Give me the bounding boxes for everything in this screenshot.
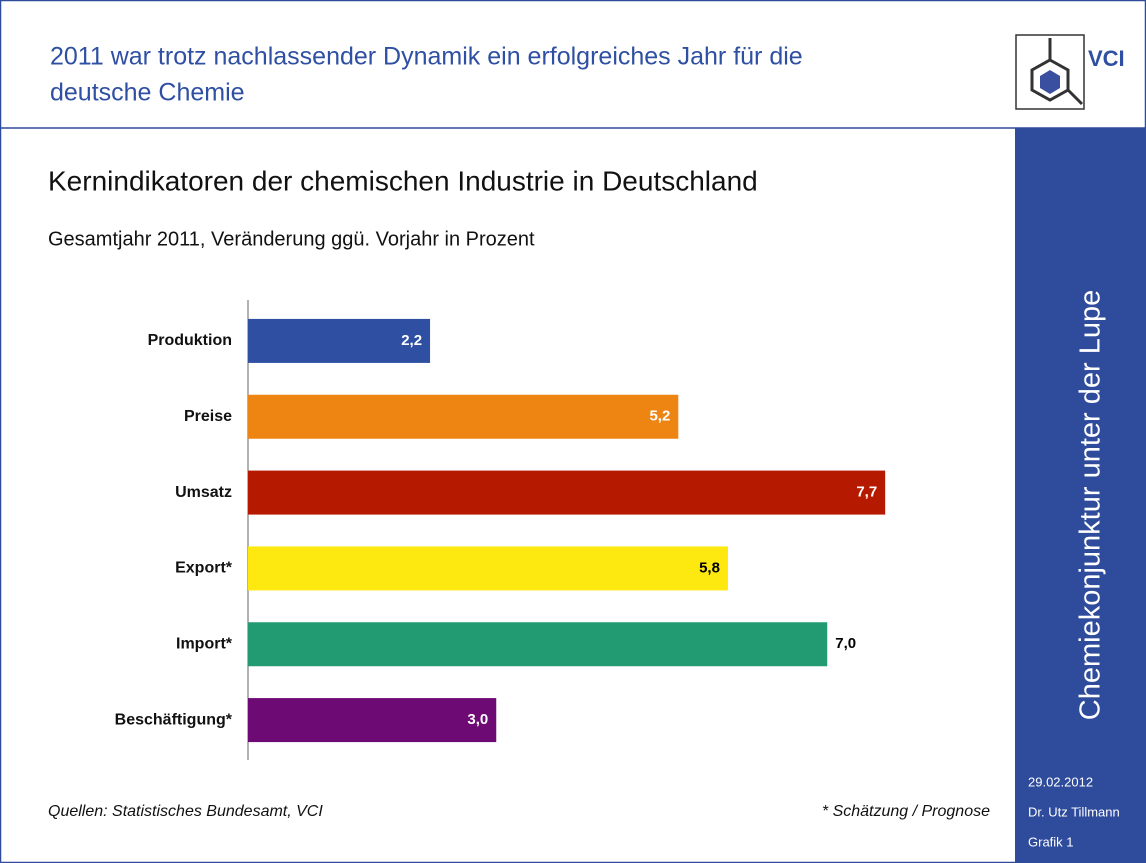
- value-label: 7,7: [856, 484, 877, 501]
- bar: [248, 470, 886, 515]
- bar: [248, 698, 497, 743]
- value-label: 5,8: [699, 559, 720, 576]
- bar: [248, 394, 679, 439]
- sidebar-date: 29.02.2012: [1028, 774, 1093, 789]
- sidebar-title: Chemiekonjunktur unter der Lupe: [1075, 290, 1107, 720]
- value-label: 3,0: [467, 711, 488, 728]
- value-label: 2,2: [401, 332, 422, 349]
- category-label: Export*: [175, 560, 233, 577]
- logo-text: VCI: [1088, 46, 1125, 71]
- category-label: Preise: [184, 408, 232, 425]
- category-label: Umsatz: [175, 484, 232, 501]
- chart-title: Kernindikatoren der chemischen Industrie…: [48, 165, 758, 196]
- footer-source: Quellen: Statistisches Bundesamt, VCI: [48, 803, 323, 820]
- header-title: 2011 war trotz nachlassender Dynamik ein…: [50, 43, 803, 71]
- logo-stroke: [1066, 88, 1084, 106]
- chart-subtitle: Gesamtjahr 2011, Veränderung ggü. Vorjah…: [48, 228, 535, 250]
- sidebar: [1015, 128, 1146, 863]
- value-label: 7,0: [835, 635, 856, 652]
- value-label: 5,2: [649, 408, 670, 425]
- bar: [248, 318, 431, 363]
- header-title: deutsche Chemie: [50, 79, 245, 107]
- category-label: Produktion: [148, 332, 232, 349]
- sidebar-author: Dr. Utz Tillmann: [1028, 804, 1120, 819]
- footer-note: * Schätzung / Prognose: [822, 803, 990, 820]
- category-label: Import*: [176, 635, 233, 652]
- sidebar-figure: Grafik 1: [1028, 834, 1074, 849]
- logo-core: [1040, 70, 1060, 94]
- bar: [248, 546, 728, 591]
- logo: VCI: [1015, 34, 1125, 110]
- bar: [248, 622, 828, 667]
- category-label: Beschäftigung*: [115, 711, 233, 728]
